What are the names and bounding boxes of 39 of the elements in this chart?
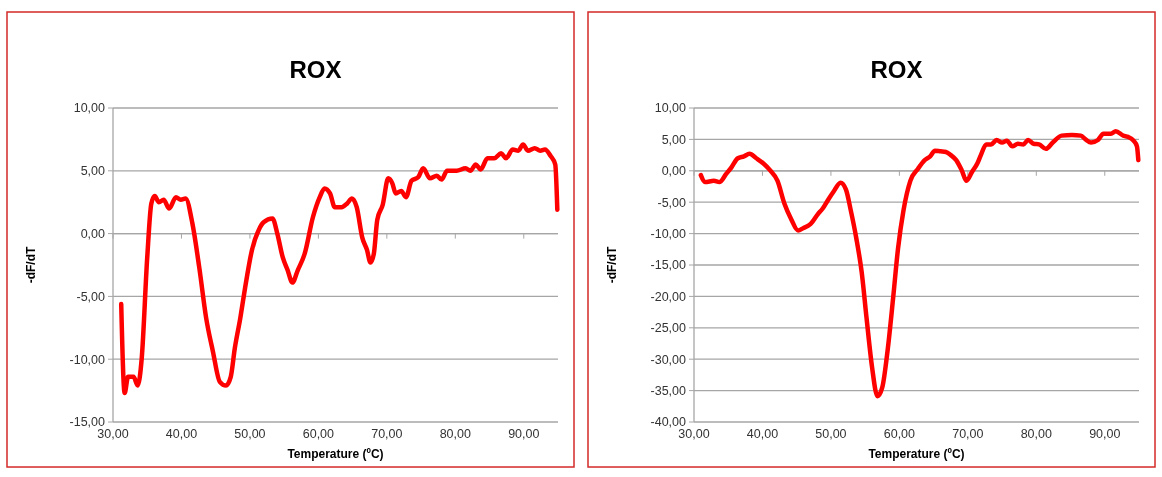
y-tick-label: -25,00: [650, 321, 687, 336]
y-tick-label: -5,00: [76, 289, 106, 304]
x-tick-label: 40,00: [165, 427, 198, 441]
x-axis-title: Temperature (ºC): [868, 447, 965, 461]
x-tick-label: 90,00: [508, 427, 540, 441]
y-tick-label: -10,00: [650, 226, 687, 241]
line-series: [118, 142, 560, 396]
y-tick-label: 0,00: [80, 226, 106, 241]
x-tick-label: 70,00: [952, 427, 984, 441]
y-tick-label: -30,00: [650, 352, 687, 367]
y-tick-label: 10,00: [73, 101, 106, 116]
y-tick-label: 5,00: [80, 164, 106, 179]
y-tick-label: -15,00: [650, 258, 687, 273]
x-axis-title: Temperature (ºC): [287, 447, 384, 461]
x-tick-label: 50,00: [815, 427, 847, 441]
y-axis-title: -dF/dT: [605, 246, 619, 284]
y-tick-label: 5,00: [661, 132, 687, 147]
line-series: [698, 128, 1141, 399]
x-tick-label: 80,00: [1020, 427, 1052, 441]
y-tick-label: 10,00: [654, 101, 687, 116]
x-tick-label: 60,00: [883, 427, 916, 441]
chart-title: ROX: [289, 56, 342, 83]
x-tick-label: 80,00: [439, 427, 471, 441]
chart-title: ROX: [870, 56, 923, 83]
x-tick-label: 30,00: [678, 427, 710, 441]
x-tick-label: 30,00: [97, 427, 129, 441]
y-tick-label: -40,00: [650, 415, 687, 430]
y-tick-label: -15,00: [69, 415, 106, 430]
y-tick-label: -35,00: [650, 383, 687, 398]
y-tick-label: -5,00: [657, 195, 687, 210]
y-axis-title: -dF/dT: [24, 246, 38, 284]
y-tick-label: -10,00: [69, 352, 106, 367]
x-tick-label: 50,00: [234, 427, 266, 441]
x-tick-label: 90,00: [1089, 427, 1121, 441]
y-tick-label: -20,00: [650, 289, 687, 304]
y-tick-label: 0,00: [661, 164, 687, 179]
x-tick-label: 40,00: [746, 427, 779, 441]
x-tick-label: 60,00: [302, 427, 335, 441]
x-tick-label: 70,00: [371, 427, 403, 441]
